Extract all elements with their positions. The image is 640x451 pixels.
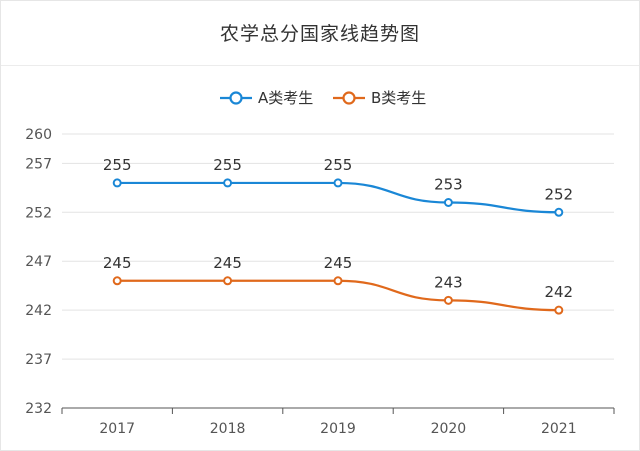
data-point	[443, 295, 453, 305]
y-tick-label: 247	[25, 254, 52, 270]
y-tick-label: 257	[25, 156, 52, 172]
data-point	[333, 178, 343, 188]
data-point	[223, 178, 233, 188]
data-point	[333, 276, 343, 286]
x-tick-label: 2019	[320, 421, 356, 437]
y-tick-label: 242	[25, 303, 52, 319]
data-point	[443, 198, 453, 207]
legend-label: B类考生	[371, 89, 426, 107]
legend-swatch-marker	[229, 91, 243, 105]
y-tick-label: 237	[25, 352, 52, 368]
data-label: 252	[544, 185, 573, 203]
data-label: 255	[213, 156, 242, 174]
data-label: 245	[324, 254, 353, 272]
x-tick-label: 2021	[541, 421, 577, 437]
data-label: 253	[434, 176, 463, 194]
data-point	[554, 207, 564, 217]
data-label: 242	[544, 283, 573, 301]
data-point	[112, 178, 122, 188]
data-label: 243	[434, 273, 463, 291]
x-tick-label: 2017	[99, 421, 135, 437]
legend-swatch-marker	[342, 91, 356, 105]
y-tick-label: 232	[25, 401, 52, 417]
y-tick-label: 252	[25, 205, 52, 221]
data-label: 255	[324, 156, 353, 174]
x-tick-label: 2018	[210, 421, 246, 437]
y-tick-label: 260	[25, 127, 52, 143]
data-point	[223, 276, 233, 286]
title-bar: 农学总分国家线趋势图	[1, 1, 639, 66]
x-tick-label: 2020	[431, 421, 467, 437]
legend-label: A类考生	[258, 89, 313, 107]
data-label: 245	[213, 254, 242, 272]
data-label: 255	[103, 156, 132, 174]
data-point	[554, 305, 564, 315]
data-label: 245	[103, 254, 132, 272]
data-point	[112, 276, 122, 286]
chart-title: 农学总分国家线趋势图	[219, 23, 420, 45]
